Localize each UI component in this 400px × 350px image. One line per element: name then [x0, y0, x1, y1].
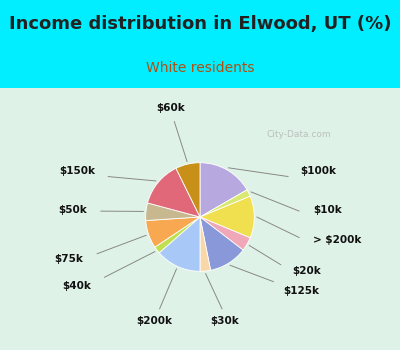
Wedge shape — [200, 217, 250, 250]
Text: $20k: $20k — [292, 266, 321, 276]
Text: $30k: $30k — [211, 316, 240, 327]
Wedge shape — [200, 217, 210, 271]
Wedge shape — [176, 163, 200, 217]
Wedge shape — [200, 217, 243, 270]
Text: $150k: $150k — [60, 166, 96, 176]
Text: $10k: $10k — [313, 205, 342, 215]
Text: $200k: $200k — [136, 316, 172, 327]
Wedge shape — [200, 196, 254, 238]
Text: > $200k: > $200k — [313, 236, 361, 245]
Wedge shape — [146, 203, 200, 220]
Text: White residents: White residents — [146, 61, 254, 75]
Wedge shape — [146, 217, 200, 247]
Text: $40k: $40k — [62, 280, 91, 290]
Text: $60k: $60k — [156, 103, 185, 113]
Wedge shape — [155, 217, 200, 253]
Text: $50k: $50k — [58, 205, 87, 215]
Text: $100k: $100k — [300, 166, 336, 176]
Text: Income distribution in Elwood, UT (%): Income distribution in Elwood, UT (%) — [9, 15, 391, 34]
Text: City-Data.com: City-Data.com — [267, 130, 331, 139]
Wedge shape — [200, 190, 250, 217]
Wedge shape — [148, 168, 200, 217]
Wedge shape — [159, 217, 200, 271]
Wedge shape — [200, 163, 247, 217]
Text: $75k: $75k — [54, 254, 83, 264]
Text: $125k: $125k — [284, 286, 320, 295]
